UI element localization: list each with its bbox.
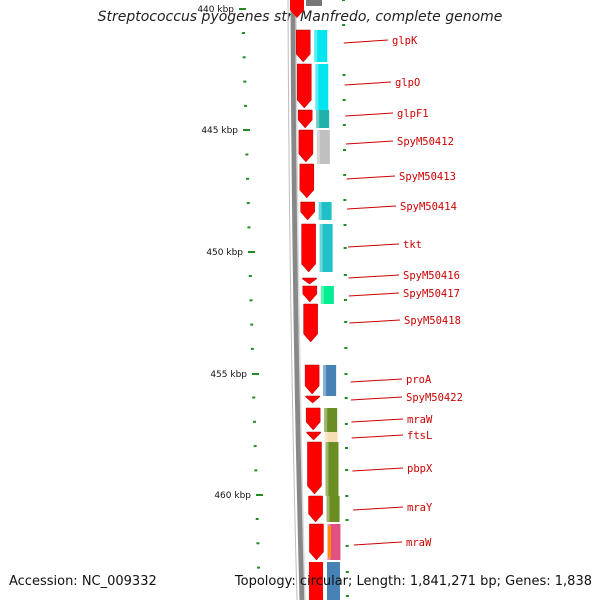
cog-bar [314, 30, 328, 62]
gene-label[interactable]: tkt [403, 239, 422, 251]
cog-bar-highlight [316, 110, 320, 128]
label-leader-line [351, 434, 404, 439]
cog-bar-partial [306, 0, 322, 6]
gene-arrow[interactable] [299, 163, 315, 199]
cog-bar-highlight [324, 432, 328, 442]
gene-label[interactable]: SpyM50416 [403, 270, 460, 282]
label-leader-line [347, 243, 400, 248]
label-leader-line [353, 506, 404, 511]
cog-bar [324, 432, 338, 442]
label-leader-line [348, 292, 400, 297]
cog-bar [315, 64, 329, 110]
cog-bar [324, 408, 338, 432]
label-leader-line [345, 112, 394, 117]
backbone-edge [287, 0, 298, 600]
gene-track: glpK glpO glpF1 SpyM50412 SpyM50413 SpyM50414… [290, 0, 463, 600]
gene-arrow[interactable] [301, 223, 316, 273]
gene-arrow[interactable] [302, 285, 318, 303]
scale-ticks: 440 kbp 445 kbp 450 kbp 455 kbp 460 kbp [197, 5, 263, 569]
cog-bar [316, 130, 330, 164]
cog-bar [326, 496, 340, 522]
gene-arrow[interactable] [305, 407, 321, 431]
label-leader-line [348, 274, 400, 279]
gene-arrow-partial [290, 0, 304, 18]
gene-arrow[interactable] [297, 63, 312, 109]
label-leader-line [353, 541, 403, 546]
gene-arrow[interactable] [295, 29, 311, 63]
label-leader-line [352, 467, 404, 472]
gene-label[interactable]: mraW [406, 537, 432, 549]
tick-label: 445 kbp [201, 126, 238, 136]
cog-bar-highlight [324, 408, 328, 432]
right-minor-ticks [342, 0, 349, 597]
cog-bar-highlight [315, 64, 319, 110]
cog-bar-stripe [328, 526, 331, 558]
label-leader-line [343, 39, 389, 44]
gene-arrow[interactable] [303, 303, 318, 343]
cog-bar [319, 224, 333, 272]
cog-bar-highlight [316, 130, 320, 164]
gene-arrow[interactable] [309, 523, 324, 561]
label-leader-line [350, 396, 403, 401]
cog-bar-highlight [314, 30, 318, 62]
topology-text: Topology: circular; Length: 1,841,271 bp… [234, 574, 592, 589]
gene-arrow[interactable] [306, 431, 321, 441]
gene-label[interactable]: mraY [407, 502, 433, 514]
cog-bar [325, 442, 339, 496]
gene-label[interactable]: SpyM50412 [397, 136, 454, 148]
gene-label[interactable]: proA [406, 374, 432, 386]
cog-bar-partial [327, 562, 340, 600]
genome-title: Streptococcus pyogenes str. Manfredo, co… [97, 9, 503, 25]
label-leader-line [347, 205, 397, 210]
gene-label[interactable]: glpK [392, 35, 418, 47]
cog-bar-highlight [318, 202, 322, 220]
label-leader-line [346, 175, 396, 180]
gene-arrow[interactable] [307, 441, 322, 495]
cog-bar [320, 286, 334, 304]
cog-bar-highlight [325, 442, 329, 496]
cog-bar-highlight [320, 286, 324, 304]
cog-bar-highlight [323, 365, 327, 396]
label-leader-line [344, 81, 392, 86]
gene-arrow[interactable] [304, 364, 320, 395]
gene-label[interactable]: ftsL [407, 430, 432, 442]
cog-bar [316, 110, 330, 128]
label-leader-line [350, 378, 403, 383]
gene-label[interactable]: pbpX [407, 463, 433, 475]
tick-label: 460 kbp [214, 491, 251, 501]
tick-label: 440 kbp [197, 5, 234, 15]
gene-arrow[interactable] [308, 495, 323, 523]
gene-arrow[interactable] [305, 395, 320, 404]
backbone-outer [290, 0, 305, 600]
gene-label[interactable]: glpF1 [397, 108, 429, 120]
tick-label: 455 kbp [210, 370, 247, 380]
gene-arrow[interactable] [302, 277, 317, 285]
gene-label[interactable]: SpyM50413 [399, 171, 456, 183]
cog-bar [318, 202, 332, 220]
gene-arrow[interactable] [300, 201, 315, 221]
gene-label[interactable]: SpyM50422 [406, 392, 463, 404]
cog-bar-highlight [319, 224, 323, 272]
gene-label[interactable]: SpyM50417 [403, 288, 460, 300]
gene-label[interactable]: SpyM50418 [404, 315, 461, 327]
gene-arrow[interactable] [298, 129, 314, 163]
gene-arrow-partial [309, 562, 323, 600]
label-leader-line [345, 140, 394, 145]
label-leader-line [349, 319, 401, 324]
gene-label[interactable]: mraW [407, 414, 433, 426]
label-leader-line [351, 418, 404, 423]
backbone-inner [295, 0, 306, 600]
accession-text: Accession: NC_009332 [9, 574, 157, 589]
gene-label[interactable]: SpyM50414 [400, 201, 457, 213]
tick-label: 450 kbp [206, 248, 243, 258]
cog-bar-highlight [326, 496, 330, 522]
cog-bar [323, 365, 337, 396]
gene-label[interactable]: glpO [395, 77, 420, 89]
gene-arrow[interactable] [297, 109, 313, 129]
